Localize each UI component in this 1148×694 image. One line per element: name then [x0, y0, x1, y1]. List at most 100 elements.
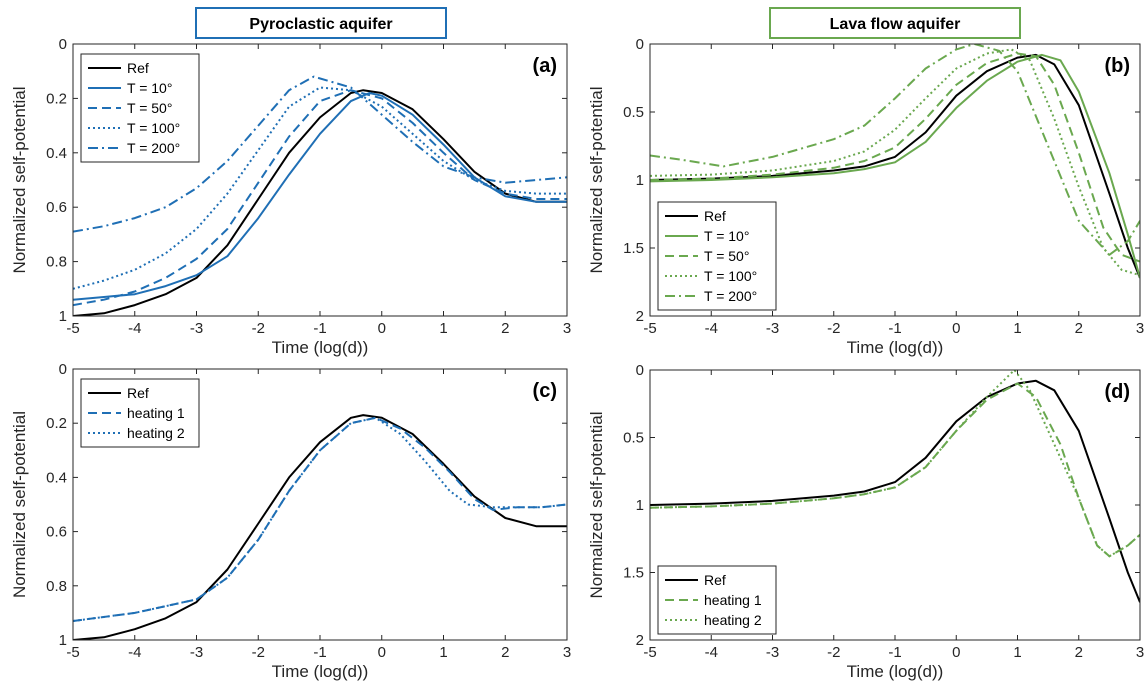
- panel-label: (a): [533, 55, 557, 77]
- y-axis-label: Normalized self-potential: [10, 86, 29, 273]
- legend-box: [657, 565, 777, 635]
- legend-entry: heating 1: [127, 405, 185, 421]
- legend-entry: T = 50°: [127, 100, 172, 116]
- legend: Ref T = 10° T = 50° T = 100° T = 200°: [657, 201, 777, 311]
- legend: Ref T = 10° T = 50° T = 100° T = 200°: [80, 53, 200, 163]
- y-axis-label: Normalized self-potential: [10, 411, 29, 598]
- x-tick-label: -5: [643, 320, 656, 337]
- series-group: [650, 370, 1140, 603]
- x-tick-label: 0: [378, 320, 386, 337]
- y-tick-label: 1.5: [623, 565, 644, 582]
- y-tick-label: 1: [636, 497, 644, 514]
- x-tick-label: -4: [128, 320, 141, 337]
- y-tick-label: 1: [59, 632, 67, 649]
- series-line-2: [73, 416, 567, 622]
- x-tick-label: 2: [501, 644, 509, 661]
- x-tick-label: -2: [252, 644, 265, 661]
- y-tick-label: 0.8: [46, 254, 67, 271]
- legend-entry: heating 1: [704, 592, 762, 608]
- legend-entry: T = 100°: [704, 268, 757, 284]
- x-tick-label: 1: [1013, 320, 1021, 337]
- y-axis-label: Normalized self-potential: [587, 411, 606, 598]
- x-tick-label: -1: [888, 320, 901, 337]
- legend: Ref heating 1 heating 2: [657, 565, 777, 635]
- x-tick-label: -5: [66, 320, 79, 337]
- legend-entry: heating 2: [127, 425, 185, 441]
- y-tick-label: 0.6: [46, 524, 67, 541]
- header-box: [195, 7, 447, 39]
- legend-entry: Ref: [704, 208, 726, 224]
- y-tick-label: 0.5: [623, 104, 644, 121]
- y-axis-label: Normalized self-potential: [587, 86, 606, 273]
- legend-entry: T = 50°: [704, 248, 749, 264]
- y-tick-label: 0.8: [46, 578, 67, 595]
- legend-box: [80, 378, 200, 448]
- y-tick-label: 2: [636, 632, 644, 649]
- header-box: [769, 7, 1021, 39]
- x-tick-label: -4: [705, 644, 718, 661]
- y-tick-label: 0.2: [46, 90, 67, 107]
- y-tick-label: 0: [59, 361, 67, 378]
- legend-entry: T = 200°: [127, 140, 180, 156]
- x-tick-label: -3: [190, 644, 203, 661]
- x-tick-label: -5: [643, 644, 656, 661]
- x-tick-label: -2: [827, 320, 840, 337]
- x-tick-label: -1: [888, 644, 901, 661]
- x-tick-label: 2: [1075, 320, 1083, 337]
- series-line-5: [650, 44, 1140, 256]
- x-tick-label: -1: [313, 320, 326, 337]
- x-tick-label: 0: [952, 644, 960, 661]
- panel-label: (c): [533, 380, 557, 402]
- legend-entry: T = 100°: [127, 120, 180, 136]
- x-tick-label: -4: [128, 644, 141, 661]
- series-line-3: [73, 416, 567, 622]
- x-tick-label: 3: [1136, 644, 1144, 661]
- x-tick-label: -1: [313, 644, 326, 661]
- panel-label: (b): [1104, 55, 1130, 77]
- series-line-5: [73, 75, 567, 233]
- x-tick-label: -2: [252, 320, 265, 337]
- legend-box: [80, 53, 200, 163]
- y-tick-label: 1: [636, 172, 644, 189]
- panel-group-header-1: Lava flow aquifer: [769, 7, 1021, 39]
- chart-panel: -5 -4 -3 -2 -1 0 1 2 3 0 0.2 0.4 0.6 0.8 1 Time (log(d)…: [10, 36, 571, 357]
- chart-panel: -5 -4 -3 -2 -1 0 1 2 3 0 0.5 1 1.5 2 Time (log(d)) Norm…: [587, 36, 1144, 357]
- series-group: [650, 44, 1140, 279]
- series-line-2: [650, 53, 1140, 279]
- x-tick-label: 2: [1075, 644, 1083, 661]
- legend-entry: Ref: [127, 60, 149, 76]
- chart-panel: -5 -4 -3 -2 -1 0 1 2 3 0 0.5 1 1.5 2 Time (log(d)) Norm…: [587, 362, 1144, 681]
- legend: Ref heating 1 heating 2: [80, 378, 200, 448]
- chart-panel: -5 -4 -3 -2 -1 0 1 2 3 0 0.2 0.4 0.6 0.8 1 Time (log(d)…: [10, 361, 571, 681]
- x-tick-label: 0: [378, 644, 386, 661]
- x-tick-label: 1: [439, 644, 447, 661]
- y-tick-label: 2: [636, 308, 644, 325]
- series-group: [73, 75, 567, 316]
- legend-box: [657, 201, 777, 311]
- series-line-1: [73, 89, 567, 316]
- series-line-1: [73, 414, 567, 640]
- legend-entry: T = 200°: [704, 288, 757, 304]
- series-line-1: [650, 379, 1140, 603]
- y-tick-label: 0.6: [46, 199, 67, 216]
- y-tick-label: 1: [59, 308, 67, 325]
- y-tick-label: 0.4: [46, 469, 67, 486]
- series-line-3: [73, 89, 567, 307]
- group-header-title: Pyroclastic aquifer: [249, 16, 392, 33]
- axes-frame: [72, 368, 568, 641]
- x-tick-label: 3: [563, 644, 571, 661]
- x-tick-label: 3: [1136, 320, 1144, 337]
- series-group: [73, 414, 567, 640]
- series-line-1: [650, 53, 1140, 279]
- x-axis-label: Time (log(d)): [847, 662, 944, 681]
- y-tick-label: 0.4: [46, 145, 67, 162]
- y-tick-label: 0.5: [623, 430, 644, 447]
- x-axis-label: Time (log(d)): [272, 338, 369, 357]
- panel-label: (d): [1104, 381, 1130, 403]
- x-tick-label: -3: [766, 320, 779, 337]
- series-line-3: [650, 52, 1140, 263]
- legend-entry: Ref: [704, 572, 726, 588]
- x-axis-label: Time (log(d)): [272, 662, 369, 681]
- x-tick-label: -3: [190, 320, 203, 337]
